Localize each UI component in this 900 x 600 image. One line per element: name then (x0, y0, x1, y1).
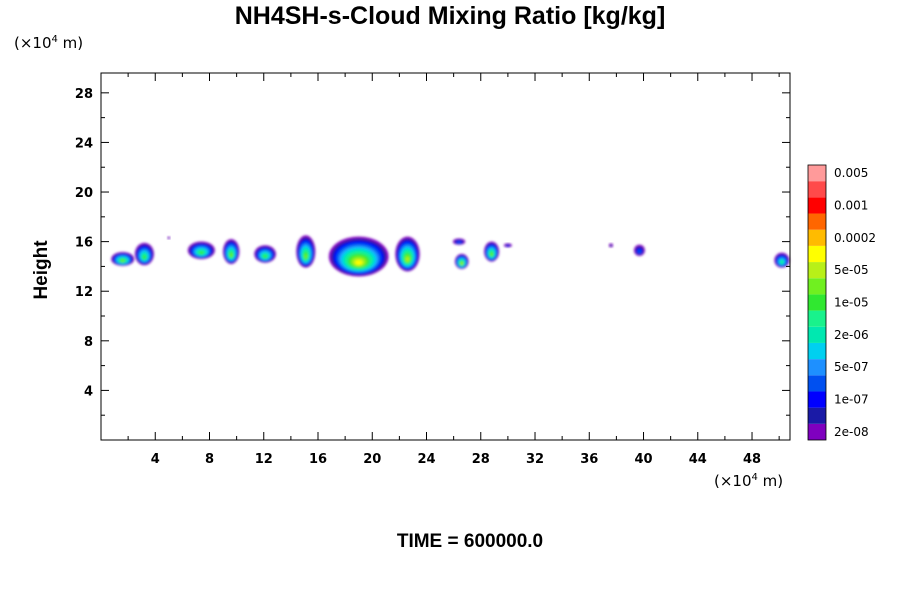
colorbar-label: 0.0002 (834, 231, 876, 245)
x-tick-label: 8 (205, 452, 214, 467)
colorbar-swatch (808, 359, 826, 376)
x-tick-label: 20 (363, 452, 381, 467)
colorbar-swatch (808, 165, 826, 182)
colorbar-label: 5e-07 (834, 360, 869, 374)
x-tick-label: 28 (472, 452, 490, 467)
cloud-level (609, 244, 613, 247)
colorbar-swatch (808, 229, 826, 246)
colorbar-swatch (808, 423, 826, 440)
cloud-cell (187, 241, 215, 259)
colorbar-swatch (808, 245, 826, 263)
y-tick-label: 12 (75, 285, 93, 300)
cloud-cell (111, 252, 135, 266)
y-tick-label: 28 (75, 87, 93, 102)
cloud-level (168, 237, 170, 239)
y-axis-unit: (×104 m) (14, 34, 83, 52)
cloud-cell (134, 242, 154, 266)
cloud-level (121, 260, 125, 262)
colorbar-swatch (808, 310, 826, 327)
cloud-level (304, 254, 308, 259)
cloud-cell (503, 243, 512, 248)
plot-frame (100, 72, 791, 441)
cloud-cell (774, 252, 790, 268)
cloud-level (199, 251, 204, 255)
colorbar-swatch (808, 262, 826, 279)
chart-title: NH4SH-s-Cloud Mixing Ratio [kg/kg] (234, 2, 666, 30)
y-tick-label: 8 (84, 335, 93, 350)
cloud-cell (254, 245, 276, 263)
cloud-level (490, 253, 493, 256)
x-tick-label: 16 (309, 452, 327, 467)
cloud-cell (454, 254, 469, 269)
y-tick-label: 16 (75, 236, 93, 251)
colorbar-label: 1e-07 (834, 393, 869, 407)
x-tick-label: 48 (743, 452, 761, 467)
y-tick-label: 24 (75, 136, 93, 151)
x-tick-label: 12 (255, 452, 273, 467)
colorbar-label: 5e-05 (834, 263, 869, 277)
x-axis-unit: (×104 m) (714, 472, 783, 490)
cloud-cell (395, 236, 420, 272)
colorbar: 2e-08 1e-07 5e-07 2e-06 1e-05 5e-05 0.0002 0.00… (807, 164, 876, 441)
y-unit-prefix: (×10 (14, 34, 52, 52)
x-tick-label: 40 (634, 452, 652, 467)
cloud-level (230, 253, 233, 258)
colorbar-frame (807, 164, 827, 441)
cloud-level (457, 241, 462, 244)
x-tick-label: 24 (417, 452, 435, 467)
x-unit-exp: 4 (751, 472, 758, 483)
colorbar-swatch (808, 294, 826, 311)
cloud-cell (608, 243, 614, 248)
colorbar-swatch (808, 213, 826, 230)
x-tick-label: 36 (580, 452, 598, 467)
cloud-level (355, 260, 363, 265)
x-unit-suffix: m) (757, 472, 784, 490)
x-tick-label: 32 (526, 452, 544, 467)
colorbar-label: 0.001 (834, 198, 868, 212)
cloud-cell (223, 239, 240, 264)
colorbar-swatch (808, 197, 826, 214)
colorbar-label: 1e-05 (834, 296, 869, 310)
colorbar-swatch (808, 181, 826, 198)
colorbar-label: 2e-08 (834, 425, 869, 439)
colorbar-label: 0.005 (834, 166, 868, 180)
colorbar-swatch (808, 326, 826, 343)
cloud-cell (328, 236, 389, 277)
cloud-level (506, 244, 510, 247)
cloud-level (780, 261, 784, 264)
y-tick-label: 20 (75, 186, 93, 201)
colorbar-swatch (808, 375, 826, 392)
cloud-cell (634, 244, 645, 256)
cloud-level (263, 255, 267, 258)
colorbar-swatch (808, 342, 826, 360)
colorbar-swatch (808, 278, 826, 295)
cloud-level (460, 262, 463, 265)
x-tick-label: 4 (151, 452, 160, 467)
cloud-cell (296, 235, 316, 268)
cloud-level (637, 249, 642, 254)
cloud-level (405, 257, 410, 262)
y-tick-label: 4 (84, 384, 93, 399)
cloud-field (111, 235, 790, 277)
x-tick-label: 44 (689, 452, 707, 467)
cloud-cell (484, 241, 500, 262)
colorbar-swatch (808, 391, 826, 408)
time-label: TIME = 600000.0 (396, 531, 544, 552)
colorbar-swatch (808, 407, 826, 424)
y-unit-suffix: m) (57, 34, 84, 52)
colorbar-label: 2e-06 (834, 328, 869, 342)
cloud-cell (452, 238, 466, 245)
x-unit-prefix: (×10 (714, 472, 752, 490)
cloud-cell (167, 236, 171, 240)
y-unit-exp: 4 (51, 34, 58, 45)
cloud-level (142, 255, 146, 260)
